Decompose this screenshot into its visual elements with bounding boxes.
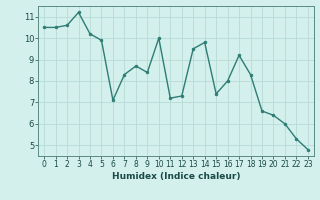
X-axis label: Humidex (Indice chaleur): Humidex (Indice chaleur) [112,172,240,181]
